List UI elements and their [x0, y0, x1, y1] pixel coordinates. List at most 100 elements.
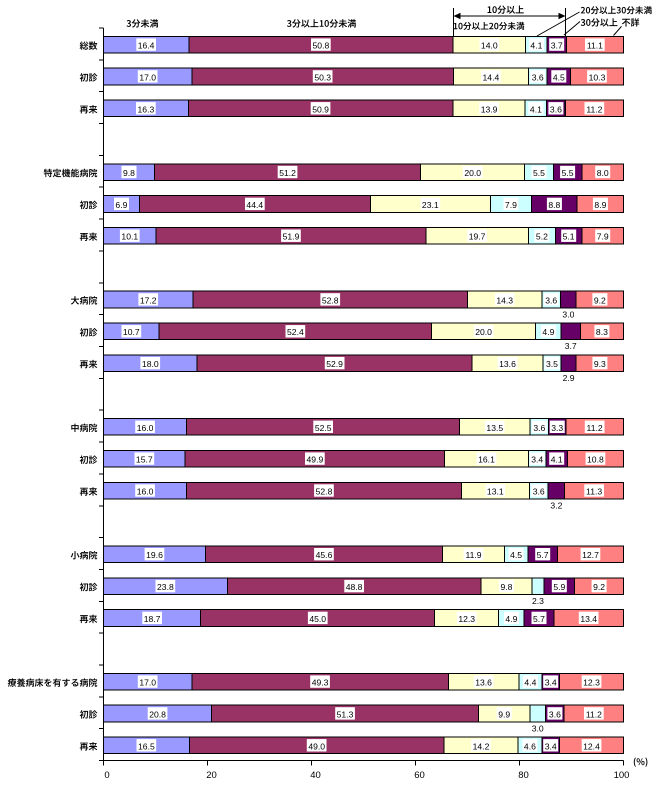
svg-text:11.1: 11.1 — [587, 41, 603, 51]
svg-text:13.4: 13.4 — [580, 614, 597, 624]
svg-text:60: 60 — [414, 770, 425, 781]
svg-text:16.0: 16.0 — [137, 487, 154, 497]
svg-text:3.5: 3.5 — [546, 359, 558, 369]
svg-text:2.3: 2.3 — [532, 596, 544, 606]
svg-text:40: 40 — [310, 770, 321, 781]
svg-text:51.3: 51.3 — [337, 709, 354, 719]
svg-text:51.9: 51.9 — [283, 232, 300, 242]
svg-text:52.4: 52.4 — [287, 327, 304, 337]
svg-text:5.7: 5.7 — [533, 614, 545, 624]
svg-text:4.5: 4.5 — [510, 550, 522, 560]
svg-text:45.0: 45.0 — [309, 614, 326, 624]
svg-text:3.4: 3.4 — [545, 678, 557, 688]
svg-text:52.8: 52.8 — [322, 295, 339, 305]
svg-text:3.3: 3.3 — [551, 423, 563, 433]
svg-text:5.1: 5.1 — [563, 232, 575, 242]
svg-text:13.6: 13.6 — [475, 678, 492, 688]
svg-text:5.5: 5.5 — [562, 168, 574, 178]
svg-text:13.9: 13.9 — [481, 104, 498, 114]
svg-text:5.9: 5.9 — [553, 582, 565, 592]
svg-text:3.4: 3.4 — [531, 455, 543, 465]
svg-text:10.1: 10.1 — [121, 232, 138, 242]
svg-text:8.3: 8.3 — [596, 327, 608, 337]
svg-text:4.1: 4.1 — [530, 41, 542, 51]
svg-text:9.2: 9.2 — [594, 295, 606, 305]
svg-text:3.6: 3.6 — [533, 423, 545, 433]
svg-text:3.6: 3.6 — [533, 487, 545, 497]
svg-text:80: 80 — [518, 770, 529, 781]
svg-text:11.9: 11.9 — [465, 550, 481, 560]
svg-text:18.0: 18.0 — [142, 359, 159, 369]
svg-text:14.0: 14.0 — [481, 41, 498, 51]
svg-text:49.3: 49.3 — [312, 678, 329, 688]
svg-text:16.0: 16.0 — [137, 423, 154, 433]
svg-text:14.4: 14.4 — [483, 73, 500, 83]
svg-text:16.4: 16.4 — [138, 41, 155, 51]
svg-text:3.0: 3.0 — [562, 309, 574, 319]
svg-text:17.0: 17.0 — [139, 678, 156, 688]
svg-text:9.3: 9.3 — [594, 359, 606, 369]
svg-text:6.9: 6.9 — [115, 200, 127, 210]
svg-text:16.1: 16.1 — [478, 455, 495, 465]
svg-text:20.0: 20.0 — [464, 168, 481, 178]
svg-text:14.3: 14.3 — [496, 295, 513, 305]
svg-text:15.7: 15.7 — [136, 455, 153, 465]
svg-text:11.2: 11.2 — [586, 104, 602, 114]
svg-text:12.3: 12.3 — [458, 614, 475, 624]
svg-text:3.7: 3.7 — [551, 41, 563, 51]
svg-text:10.3: 10.3 — [589, 73, 606, 83]
svg-text:50.3: 50.3 — [314, 73, 331, 83]
svg-text:4.9: 4.9 — [542, 327, 554, 337]
svg-text:19.7: 19.7 — [469, 232, 486, 242]
svg-text:49.0: 49.0 — [308, 741, 325, 751]
svg-text:8.9: 8.9 — [594, 200, 606, 210]
svg-text:51.2: 51.2 — [279, 168, 296, 178]
svg-text:11.2: 11.2 — [587, 423, 603, 433]
svg-text:20: 20 — [206, 770, 217, 781]
svg-text:16.3: 16.3 — [138, 104, 155, 114]
svg-text:7.9: 7.9 — [505, 200, 517, 210]
svg-text:20.8: 20.8 — [149, 709, 166, 719]
svg-text:18.7: 18.7 — [144, 614, 161, 624]
svg-text:50.9: 50.9 — [312, 104, 329, 114]
svg-text:12.7: 12.7 — [582, 550, 599, 560]
svg-text:52.8: 52.8 — [316, 487, 333, 497]
svg-text:12.4: 12.4 — [583, 741, 600, 751]
svg-text:8.8: 8.8 — [548, 200, 560, 210]
svg-text:0: 0 — [104, 770, 109, 781]
svg-text:13.1: 13.1 — [487, 487, 504, 497]
svg-text:13.6: 13.6 — [499, 359, 516, 369]
svg-text:3.6: 3.6 — [549, 709, 561, 719]
svg-text:49.9: 49.9 — [307, 455, 324, 465]
svg-text:50.8: 50.8 — [313, 41, 330, 51]
svg-text:3.0: 3.0 — [532, 723, 544, 733]
svg-text:9.8: 9.8 — [501, 582, 513, 592]
svg-text:4.1: 4.1 — [551, 455, 563, 465]
svg-text:4.6: 4.6 — [524, 741, 536, 751]
svg-text:3.4: 3.4 — [545, 741, 557, 751]
svg-text:12.3: 12.3 — [583, 678, 600, 688]
svg-text:11.3: 11.3 — [586, 487, 602, 497]
svg-text:4.5: 4.5 — [553, 73, 565, 83]
svg-text:10.7: 10.7 — [123, 327, 140, 337]
svg-text:23.8: 23.8 — [157, 582, 174, 592]
svg-text:23.1: 23.1 — [422, 200, 439, 210]
svg-text:11.2: 11.2 — [586, 709, 602, 719]
svg-text:3.6: 3.6 — [550, 104, 562, 114]
svg-text:9.2: 9.2 — [593, 582, 605, 592]
svg-text:100: 100 — [614, 770, 630, 781]
svg-text:45.6: 45.6 — [316, 550, 333, 560]
svg-text:7.9: 7.9 — [597, 232, 609, 242]
svg-text:5.5: 5.5 — [533, 168, 545, 178]
svg-text:8.0: 8.0 — [597, 168, 609, 178]
svg-text:4.4: 4.4 — [524, 678, 536, 688]
svg-text:20.0: 20.0 — [475, 327, 492, 337]
svg-text:17.2: 17.2 — [140, 295, 157, 305]
svg-text:52.9: 52.9 — [326, 359, 343, 369]
svg-text:19.6: 19.6 — [146, 550, 163, 560]
svg-text:3.7: 3.7 — [565, 341, 577, 351]
svg-text:2.9: 2.9 — [563, 373, 575, 383]
svg-text:48.8: 48.8 — [346, 582, 363, 592]
svg-text:9.9: 9.9 — [498, 709, 510, 719]
svg-text:3.2: 3.2 — [550, 500, 562, 510]
